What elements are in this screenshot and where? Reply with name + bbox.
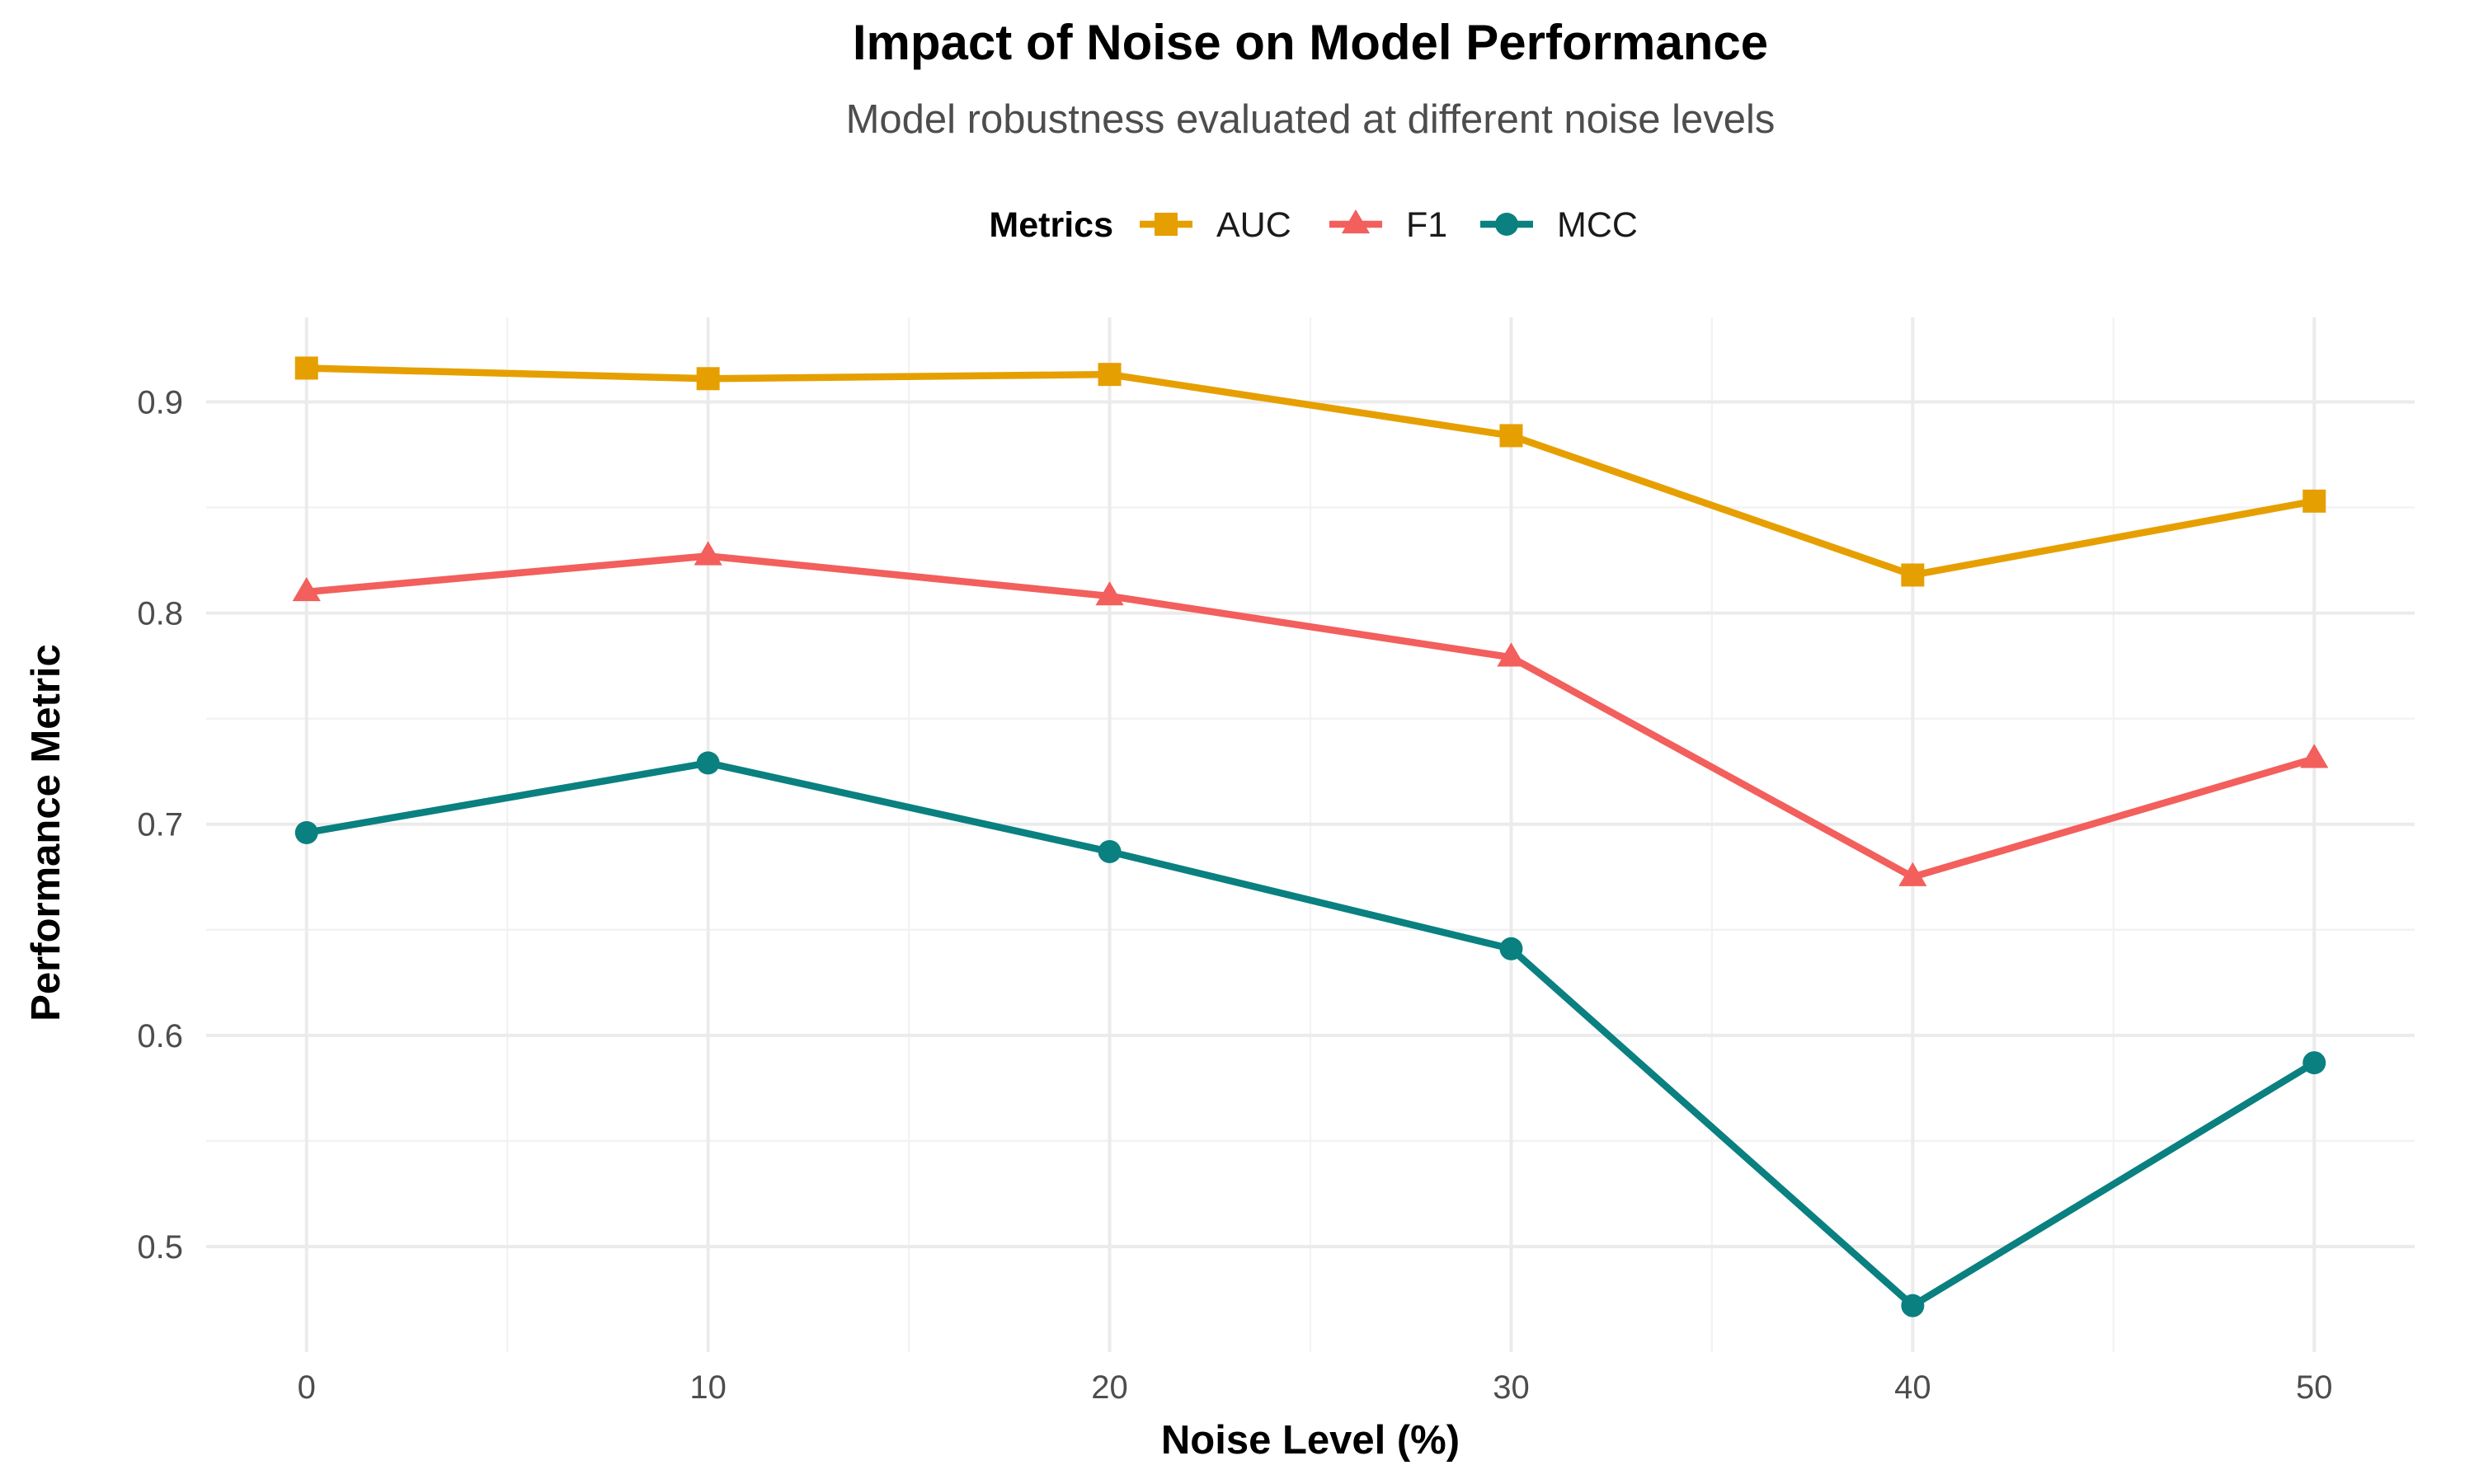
auc-point xyxy=(1098,363,1122,387)
y-tick-label: 0.9 xyxy=(137,384,183,420)
legend-item-f1: F1 xyxy=(1329,205,1447,245)
f1-point xyxy=(1497,642,1526,667)
legend: Metrics AUC F1 MCC xyxy=(989,205,1638,245)
y-tick-label: 0.8 xyxy=(137,596,183,632)
chart-title: Impact of Noise on Model Performance xyxy=(853,15,1768,70)
f1-point xyxy=(2300,744,2329,768)
legend-title: Metrics xyxy=(989,205,1113,245)
series-mcc xyxy=(294,751,2326,1317)
auc-line xyxy=(306,364,2316,579)
x-tick-label: 50 xyxy=(2296,1369,2333,1406)
f1-point xyxy=(1898,862,1927,886)
mcc-point xyxy=(2302,1051,2326,1075)
y-tick-label: 0.5 xyxy=(137,1229,183,1266)
series-auc xyxy=(294,356,2326,587)
auc-point xyxy=(1499,424,1523,448)
legend-label-f1: F1 xyxy=(1406,205,1447,245)
mcc-point xyxy=(1901,1294,1925,1317)
f1-point xyxy=(694,541,722,566)
mcc-point xyxy=(1499,937,1523,960)
x-tick-label: 40 xyxy=(1894,1369,1931,1406)
x-tick-label: 10 xyxy=(689,1369,727,1406)
mcc-line xyxy=(306,759,2316,1309)
chart-subtitle: Model robustness evaluated at different … xyxy=(846,97,1776,142)
f1-point xyxy=(1095,581,1124,606)
x-axis-title: Noise Level (%) xyxy=(1161,1418,1460,1463)
auc-point xyxy=(294,356,318,380)
auc-point xyxy=(2302,489,2326,513)
mcc-point xyxy=(1098,839,1122,863)
legend-items: AUC F1 MCC xyxy=(1140,205,1638,245)
f1-point xyxy=(292,576,321,602)
f1-line xyxy=(306,552,2316,881)
x-axis-ticks: 0 10 20 30 40 50 xyxy=(298,1369,2333,1406)
auc-point xyxy=(1901,563,1925,587)
y-tick-label: 0.7 xyxy=(137,807,183,843)
series-f1 xyxy=(292,541,2329,886)
x-tick-label: 0 xyxy=(298,1369,316,1406)
legend-key-marker xyxy=(1341,209,1371,234)
auc-point xyxy=(696,367,720,391)
grid xyxy=(206,317,2415,1352)
x-tick-label: 30 xyxy=(1493,1369,1530,1406)
y-axis-ticks: 0.5 0.6 0.7 0.8 0.9 xyxy=(137,384,183,1265)
legend-item-mcc: MCC xyxy=(1480,205,1638,245)
y-axis-title: Performance Metric xyxy=(24,644,68,1021)
mcc-point xyxy=(696,751,720,775)
legend-key-marker xyxy=(1155,213,1178,236)
legend-key-marker xyxy=(1495,213,1518,236)
legend-label-auc: AUC xyxy=(1216,205,1291,245)
mcc-point xyxy=(294,820,318,844)
legend-item-auc: AUC xyxy=(1140,205,1291,245)
x-tick-label: 20 xyxy=(1091,1369,1128,1406)
series xyxy=(292,356,2329,1317)
legend-label-mcc: MCC xyxy=(1557,205,1638,245)
y-tick-label: 0.6 xyxy=(137,1018,183,1054)
